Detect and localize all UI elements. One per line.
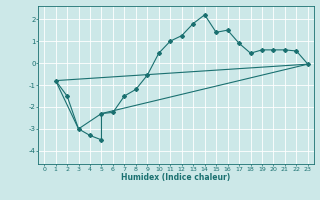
X-axis label: Humidex (Indice chaleur): Humidex (Indice chaleur) — [121, 173, 231, 182]
